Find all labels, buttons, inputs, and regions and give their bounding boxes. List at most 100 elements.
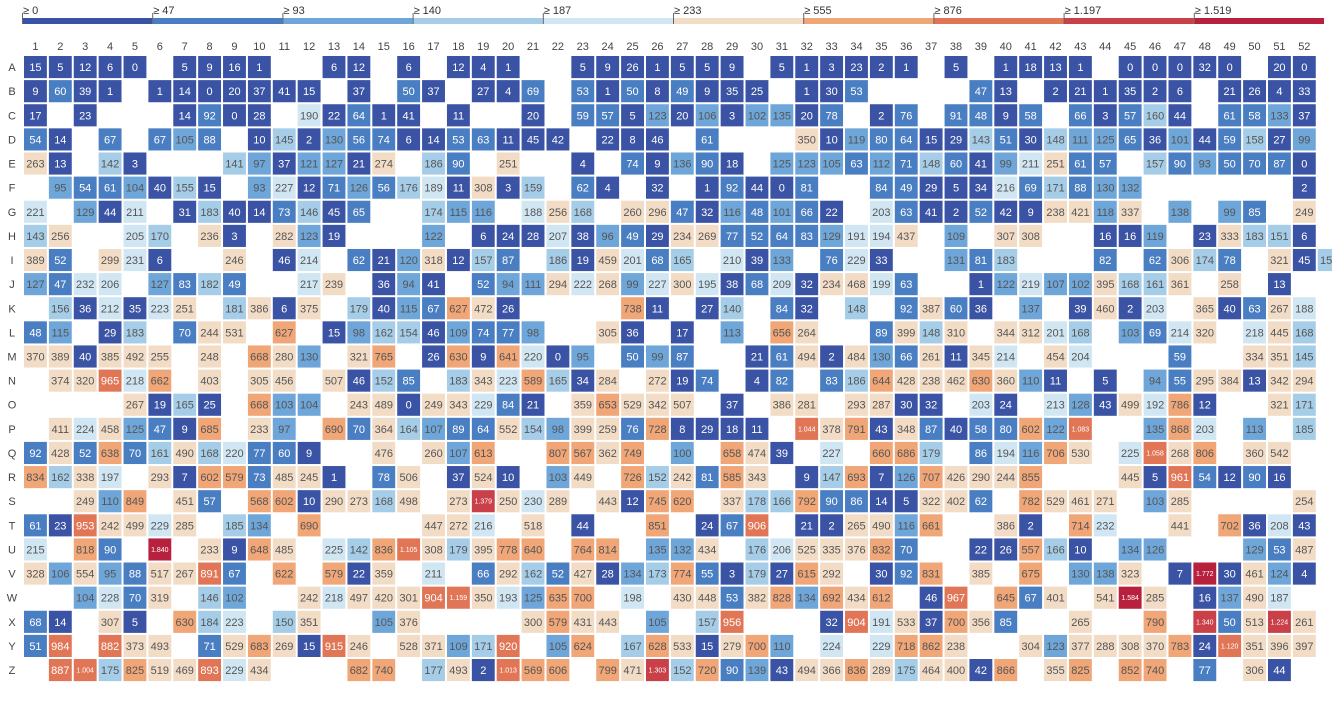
cell-value-label: 77 bbox=[1199, 665, 1211, 677]
cell-value-label: 2 bbox=[1152, 86, 1158, 98]
heatmap-cell bbox=[1193, 393, 1217, 416]
heatmap-cell bbox=[347, 393, 371, 416]
cell-value-label: 10 bbox=[502, 472, 514, 484]
cell-value-label: 126 bbox=[1146, 544, 1164, 556]
cell-value-label: 165 bbox=[673, 255, 691, 267]
cell-value-label: 111 bbox=[525, 279, 542, 291]
heatmap-cell bbox=[770, 224, 794, 247]
cell-value-label: 145 bbox=[275, 134, 293, 146]
cell-value-label: 675 bbox=[1021, 569, 1039, 581]
cell-value-label: 214 bbox=[1171, 327, 1189, 339]
cell-value-label: 99 bbox=[1224, 207, 1236, 219]
heatmap-cell bbox=[1019, 152, 1043, 175]
heatmap-cell bbox=[322, 128, 346, 151]
cell-value-label: 2 bbox=[878, 62, 884, 74]
heatmap-cell bbox=[496, 417, 520, 440]
cell-value-label: 445 bbox=[1270, 327, 1288, 339]
heatmap-cell bbox=[422, 273, 445, 296]
cell-value-label: 792 bbox=[798, 496, 816, 508]
heatmap-cell bbox=[98, 345, 122, 368]
cell-value-label: 143 bbox=[972, 134, 990, 146]
cell-value-label: 541 bbox=[1096, 593, 1114, 605]
heatmap-cell bbox=[969, 152, 993, 175]
cell-value-label: 461 bbox=[1245, 569, 1263, 581]
heatmap-cell bbox=[272, 128, 296, 151]
cell-value-label: 115 bbox=[450, 207, 468, 219]
cell-value-label: 10 bbox=[303, 496, 315, 508]
cell-value-label: 89 bbox=[875, 327, 887, 339]
cell-value-label: 248 bbox=[200, 352, 218, 364]
heatmap-cell bbox=[322, 104, 346, 127]
heatmap-cell bbox=[944, 152, 968, 175]
cell-value-label: 1 bbox=[605, 86, 611, 98]
cell-value-label: 5 bbox=[57, 62, 63, 74]
heatmap-cell bbox=[48, 56, 72, 79]
cell-value-label: 306 bbox=[1245, 665, 1263, 677]
cell-value-label: 307 bbox=[101, 617, 119, 629]
row-label: C bbox=[8, 110, 16, 122]
cell-value-label: 579 bbox=[549, 617, 567, 629]
cell-value-label: 39 bbox=[776, 448, 788, 460]
row-label: Z bbox=[9, 665, 16, 677]
heatmap-cell bbox=[994, 224, 1018, 247]
legend-swatch bbox=[803, 18, 934, 24]
heatmap-cell bbox=[1218, 80, 1242, 103]
heatmap-cell bbox=[297, 393, 321, 416]
heatmap-cell bbox=[247, 56, 271, 79]
cell-value-label: 16 bbox=[228, 62, 240, 74]
cell-value-label: 155 bbox=[1320, 255, 1332, 267]
cell-value-label: 86 bbox=[850, 496, 862, 508]
cell-value-label: 109 bbox=[947, 231, 965, 243]
cell-value-label: 292 bbox=[822, 569, 840, 581]
heatmap-cell bbox=[272, 345, 296, 368]
heatmap-cell bbox=[1093, 224, 1117, 247]
cell-value-label: 321 bbox=[1270, 255, 1288, 267]
row-label: Y bbox=[8, 641, 16, 653]
heatmap-cell bbox=[919, 345, 943, 368]
cell-value-label: 322 bbox=[922, 496, 940, 508]
cell-value-label: 18 bbox=[726, 424, 738, 436]
cell-value-label: 29 bbox=[925, 183, 937, 195]
column-label: 9 bbox=[231, 41, 237, 53]
cell-value-label: 285 bbox=[1171, 496, 1189, 508]
cell-value-label: 557 bbox=[1021, 544, 1039, 556]
heatmap-cell bbox=[422, 248, 445, 272]
heatmap-cell bbox=[471, 56, 495, 79]
column-label: 26 bbox=[651, 41, 663, 53]
heatmap-cell bbox=[1093, 152, 1117, 175]
cell-value-label: 285 bbox=[1146, 593, 1164, 605]
cell-value-label: 13 bbox=[1273, 279, 1285, 291]
heatmap-cell bbox=[795, 104, 819, 127]
heatmap-cell bbox=[820, 417, 844, 440]
cell-value-label: 30 bbox=[825, 86, 837, 98]
cell-value-label: 63 bbox=[477, 134, 489, 146]
cell-value-label: 14 bbox=[54, 134, 66, 146]
cell-value-label: 194 bbox=[997, 448, 1015, 460]
cell-value-label: 168 bbox=[574, 207, 592, 219]
cell-value-label: 342 bbox=[1270, 376, 1288, 388]
cell-value-label: 334 bbox=[1245, 352, 1263, 364]
cell-value-label: 93 bbox=[253, 183, 265, 195]
cell-value-label: 9 bbox=[654, 159, 660, 171]
cell-value-label: 387 bbox=[922, 303, 940, 315]
legend-label: ≥ 555 bbox=[804, 5, 831, 17]
cell-value-label: 362 bbox=[599, 448, 617, 460]
cell-value-label: 27 bbox=[1273, 134, 1285, 146]
cell-value-label: 644 bbox=[872, 376, 890, 388]
heatmap-cell bbox=[1268, 248, 1291, 272]
heatmap-cell bbox=[795, 56, 819, 79]
heatmap-cell bbox=[646, 56, 669, 79]
cell-value-label: 493 bbox=[449, 665, 467, 677]
cell-value-label: 471 bbox=[623, 665, 641, 677]
cell-value-label: 320 bbox=[1196, 327, 1214, 339]
heatmap-cell bbox=[1243, 417, 1266, 440]
heatmap-cell bbox=[322, 369, 346, 392]
cell-value-label: 138 bbox=[1096, 569, 1114, 581]
cell-value-label: 246 bbox=[225, 255, 243, 267]
cell-value-label: 2 bbox=[480, 665, 486, 677]
column-label: 19 bbox=[477, 41, 489, 53]
heatmap-cell bbox=[869, 56, 893, 79]
cell-value-label: 98 bbox=[527, 327, 539, 339]
heatmap-cell bbox=[422, 176, 445, 199]
